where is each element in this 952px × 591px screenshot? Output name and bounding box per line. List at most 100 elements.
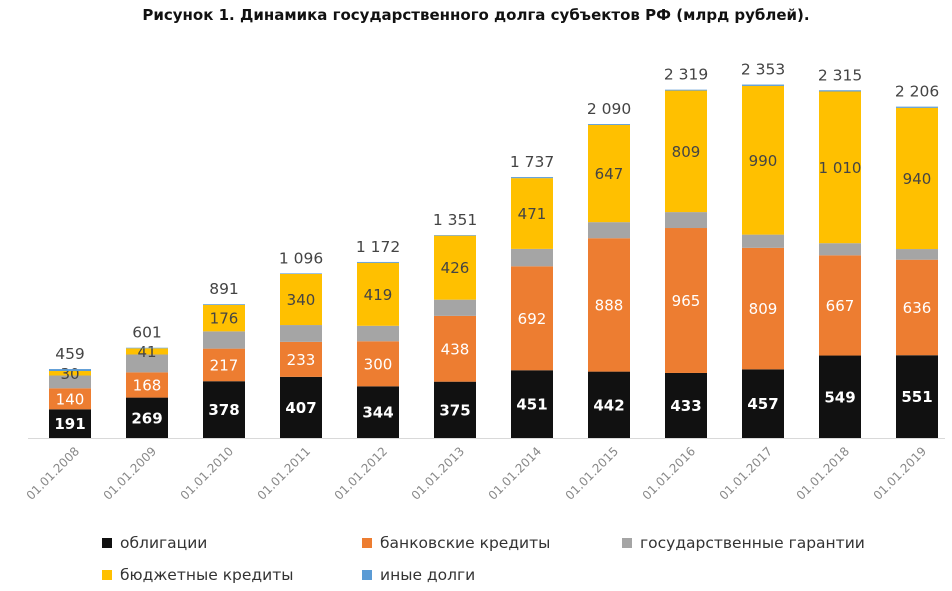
bar-segment-bank-loans: [742, 247, 784, 370]
data-label-bank-loans: 965: [672, 292, 701, 310]
bar-segment-bank-loans: [665, 228, 707, 373]
data-label-budget-loans: 471: [518, 205, 547, 223]
total-label: 2 315: [818, 66, 862, 84]
bar-segment-bonds: [126, 397, 168, 438]
data-label-bank-loans: 438: [441, 340, 470, 358]
legend-swatch-other-debts: [362, 570, 372, 580]
bar-segment-state-guarantees: [742, 234, 784, 248]
x-tick-label: 01.01.2016: [640, 444, 698, 502]
bar-segment-bank-loans: [511, 266, 553, 371]
legend-label-bank-loans: банковские кредиты: [380, 534, 551, 552]
total-label: 459: [55, 345, 85, 363]
bar-segment-bonds: [203, 381, 245, 438]
legend-item-budget-loans: бюджетные кредиты: [102, 566, 293, 584]
bar-segment-other-debts: [203, 304, 245, 305]
bar-segment-other-debts: [819, 90, 861, 92]
data-label-budget-loans: 647: [595, 165, 624, 183]
data-label-bank-loans: 168: [133, 376, 162, 394]
total-label: 1 096: [279, 249, 323, 267]
bar-segment-budget-loans: [357, 262, 399, 326]
bar-segment-other-debts: [896, 106, 938, 108]
bar-segment-bank-loans: [126, 372, 168, 398]
total-label: 1 172: [356, 238, 400, 256]
bar-segment-bonds: [434, 381, 476, 438]
bar-segment-bonds: [819, 355, 861, 438]
bar-segment-bank-loans: [49, 388, 91, 410]
data-label-bonds: 344: [362, 404, 393, 422]
data-label-bank-loans: 140: [56, 390, 85, 408]
bar-segment-bank-loans: [434, 315, 476, 382]
data-label-budget-loans: 940: [903, 170, 932, 188]
bar-segment-state-guarantees: [203, 331, 245, 349]
bar-segment-other-debts: [357, 261, 399, 263]
bar-segment-state-guarantees: [511, 248, 553, 267]
x-tick-label: 01.01.2017: [717, 444, 775, 502]
bar-segment-state-guarantees: [665, 212, 707, 229]
bar-segment-bonds: [742, 369, 784, 438]
data-label-bank-loans: 233: [287, 351, 316, 369]
data-label-bonds: 551: [901, 388, 932, 406]
bar-segment-budget-loans: [511, 178, 553, 249]
data-label-bank-loans: 692: [518, 310, 547, 328]
legend-swatch-state-guarantees: [622, 538, 632, 548]
total-label: 2 319: [664, 66, 708, 84]
data-label-budget-loans: 41: [137, 343, 156, 361]
bar-segment-bank-loans: [280, 341, 322, 377]
bar-segment-budget-loans: [126, 348, 168, 355]
legend-swatch-bank-loans: [362, 538, 372, 548]
legend-label-state-guarantees: государственные гарантии: [640, 534, 865, 552]
bar-segment-budget-loans: [588, 124, 630, 223]
bar-segment-budget-loans: [742, 85, 784, 235]
bar-segment-bank-loans: [588, 238, 630, 372]
data-label-budget-loans: 809: [672, 143, 701, 161]
bar-segment-state-guarantees: [819, 243, 861, 256]
bar-segment-state-guarantees: [896, 249, 938, 260]
bar-segment-other-debts: [665, 89, 707, 91]
x-tick-label: 01.01.2015: [563, 444, 621, 502]
bar-segment-state-guarantees: [49, 375, 91, 389]
data-label-budget-loans: 990: [749, 152, 778, 170]
bar-segment-bank-loans: [203, 348, 245, 382]
data-label-budget-loans: 30: [60, 365, 79, 383]
data-label-bank-loans: 636: [903, 299, 932, 317]
bar-segment-other-debts: [126, 347, 168, 349]
legend-label-other-debts: иные долги: [380, 566, 476, 584]
legend-label-bonds: облигации: [120, 534, 208, 552]
legend-label-budget-loans: бюджетные кредиты: [120, 566, 294, 584]
data-label-bonds: 433: [670, 397, 701, 415]
total-label: 891: [209, 280, 239, 298]
bar-segment-state-guarantees: [588, 222, 630, 239]
bar-segment-bank-loans: [357, 341, 399, 387]
bar-segment-budget-loans: [896, 107, 938, 250]
total-label: 2 090: [587, 100, 631, 118]
bar-segment-other-debts: [511, 177, 553, 179]
data-label-bank-loans: 667: [826, 297, 855, 315]
data-label-bonds: 457: [747, 395, 778, 413]
bar-segment-bank-loans: [819, 255, 861, 356]
data-label-budget-loans: 419: [364, 286, 393, 304]
x-tick-label: 01.01.2010: [178, 444, 236, 502]
data-label-budget-loans: 1 010: [819, 159, 862, 177]
bar-segment-budget-loans: [203, 304, 245, 332]
legend-item-state-guarantees: государственные гарантии: [622, 534, 865, 552]
data-label-bonds: 191: [54, 415, 85, 433]
x-tick-label: 01.01.2009: [101, 444, 159, 502]
legend-item-other-debts: иные долги: [362, 566, 475, 584]
bar-segment-state-guarantees: [280, 325, 322, 342]
bar-segment-other-debts: [280, 273, 322, 274]
bar-segment-bonds: [511, 370, 553, 438]
x-tick-label: 01.01.2011: [255, 444, 313, 502]
bar-segment-bonds: [357, 386, 399, 438]
total-label: 1 351: [433, 211, 477, 229]
bar-segment-state-guarantees: [126, 354, 168, 373]
data-label-bonds: 407: [285, 399, 316, 417]
bar-segment-other-debts: [588, 124, 630, 125]
x-tick-label: 01.01.2014: [486, 444, 544, 502]
data-label-bank-loans: 809: [749, 300, 778, 318]
total-label: 1 737: [510, 153, 554, 171]
data-label-bonds: 269: [131, 409, 162, 427]
x-tick-label: 01.01.2013: [409, 444, 467, 502]
data-label-budget-loans: 340: [287, 291, 316, 309]
bar-segment-state-guarantees: [434, 299, 476, 316]
